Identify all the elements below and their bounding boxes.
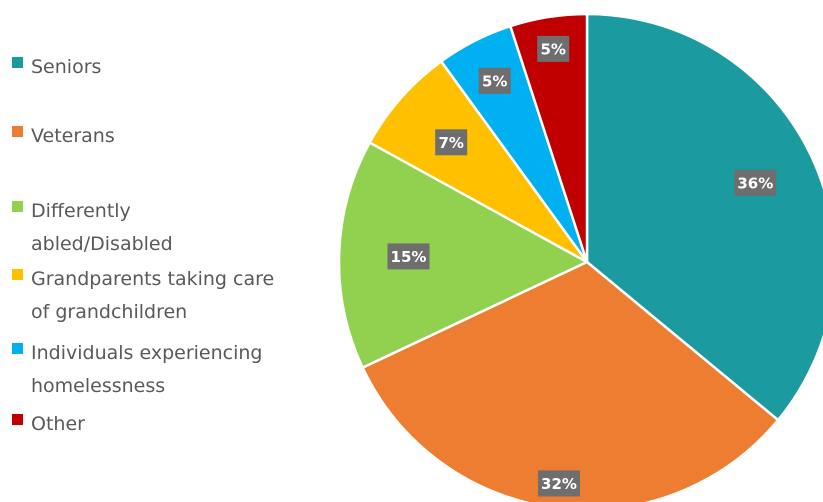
- legend-label: Grandparents taking care of grandchildren: [31, 268, 274, 323]
- legend-item-veterans: Veterans: [12, 125, 115, 147]
- pie-slice-differently-abled-disabled: [337, 140, 590, 370]
- data-label-veterans: 32%: [538, 470, 580, 497]
- data-label-box: [435, 129, 468, 156]
- pie-slices: [337, 12, 823, 502]
- data-label-text: 32%: [541, 475, 577, 493]
- data-label-seniors: 36%: [734, 169, 777, 196]
- data-label-box: [478, 67, 511, 94]
- legend-swatch: [12, 414, 23, 425]
- legend-label: Differently abled/Disabled: [31, 200, 173, 255]
- data-label-grandparents-taking-care-of-grandchildren: 7%: [435, 129, 468, 156]
- legend-item-seniors: Seniors: [12, 56, 101, 78]
- legend-label: Seniors: [31, 56, 101, 78]
- data-label-text: 7%: [438, 134, 463, 152]
- pie-slice-grandparents-taking-care-of-grandchildren: [367, 59, 589, 264]
- legend-item-grandparents-taking-care-of-grandchildren: Grandparents taking care of grandchildren: [12, 268, 274, 323]
- pie-slice-veterans: [360, 260, 780, 502]
- legend-swatch: [12, 57, 23, 68]
- data-label-individuals-experiencing-homelessness: 5%: [478, 67, 511, 94]
- legend-swatch: [12, 126, 23, 137]
- data-label-text: 15%: [391, 248, 427, 266]
- pie-data-labels: 36% 32% 15% 7% 5% 5%: [387, 35, 777, 497]
- legend-swatch: [12, 201, 23, 212]
- data-label-box: [734, 169, 777, 196]
- legend-swatch: [12, 343, 23, 354]
- data-label-text: 5%: [482, 72, 507, 90]
- legend-label: Other: [31, 413, 85, 435]
- data-label-box: [537, 35, 570, 62]
- legend-item-individuals-experiencing-homelessness: Individuals experiencing homelessness: [12, 342, 262, 397]
- data-label-text: 36%: [737, 174, 773, 192]
- legend-swatch: [12, 269, 23, 280]
- data-label-box: [538, 470, 580, 497]
- data-label-text: 5%: [540, 40, 565, 58]
- data-label-differently-abled-disabled: 15%: [387, 243, 430, 270]
- chart-legend: Seniors Veterans Differently abled/Disabled…: [12, 56, 274, 435]
- legend-label: Veterans: [31, 125, 115, 147]
- legend-item-other: Other: [12, 413, 85, 435]
- pie-slice-other: [508, 12, 589, 263]
- data-label-box: [387, 243, 430, 270]
- pie-slice-seniors: [585, 12, 823, 422]
- legend-item-differently-abled-disabled: Differently abled/Disabled: [12, 200, 173, 255]
- data-label-other: 5%: [537, 35, 570, 62]
- legend-label: Individuals experiencing homelessness: [31, 342, 262, 397]
